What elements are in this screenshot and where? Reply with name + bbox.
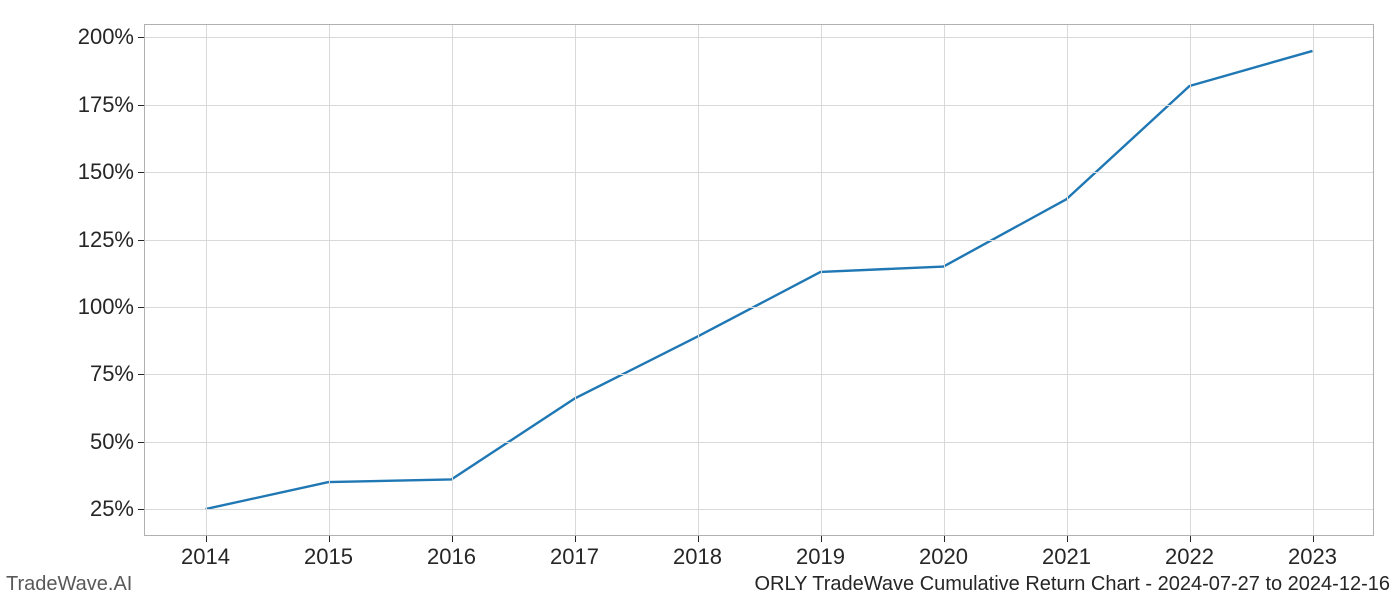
grid-line-v	[698, 24, 699, 536]
y-tick-label: 200%	[78, 24, 144, 50]
y-tick-label: 50%	[90, 429, 144, 455]
axis-spine	[144, 24, 1374, 25]
axis-spine	[144, 24, 145, 536]
grid-line-v	[944, 24, 945, 536]
x-tick-label: 2021	[1042, 536, 1091, 570]
x-tick-label: 2017	[550, 536, 599, 570]
y-tick-label: 25%	[90, 496, 144, 522]
footer-left-label: TradeWave.AI	[6, 573, 132, 596]
x-tick-label: 2016	[427, 536, 476, 570]
y-tick-label: 175%	[78, 92, 144, 118]
x-tick-label: 2015	[304, 536, 353, 570]
axis-spine	[144, 535, 1374, 536]
chart-container: 25% 50% 75% 100% 125% 150% 175% 200% 2014 2015 201…	[0, 0, 1400, 600]
footer-right-label: ORLY TradeWave Cumulative Return Chart -…	[754, 573, 1390, 596]
x-tick-label: 2018	[673, 536, 722, 570]
grid-line-v	[206, 24, 207, 536]
grid-line-v	[452, 24, 453, 536]
plot-area: 25%50%75%100%125%150%175%200%20142015201…	[144, 24, 1374, 536]
y-tick-label: 75%	[90, 361, 144, 387]
x-tick-label: 2020	[919, 536, 968, 570]
grid-line-v	[1067, 24, 1068, 536]
x-tick-label: 2022	[1165, 536, 1214, 570]
grid-line-v	[1313, 24, 1314, 536]
x-tick-label: 2023	[1288, 536, 1337, 570]
grid-line-v	[821, 24, 822, 536]
grid-line-v	[1190, 24, 1191, 536]
y-tick-label: 125%	[78, 227, 144, 253]
y-tick-label: 100%	[78, 294, 144, 320]
y-tick-label: 150%	[78, 159, 144, 185]
x-tick-label: 2014	[181, 536, 230, 570]
grid-line-v	[329, 24, 330, 536]
x-tick-label: 2019	[796, 536, 845, 570]
axis-spine	[1373, 24, 1374, 536]
grid-line-v	[575, 24, 576, 536]
return-line	[206, 51, 1313, 509]
